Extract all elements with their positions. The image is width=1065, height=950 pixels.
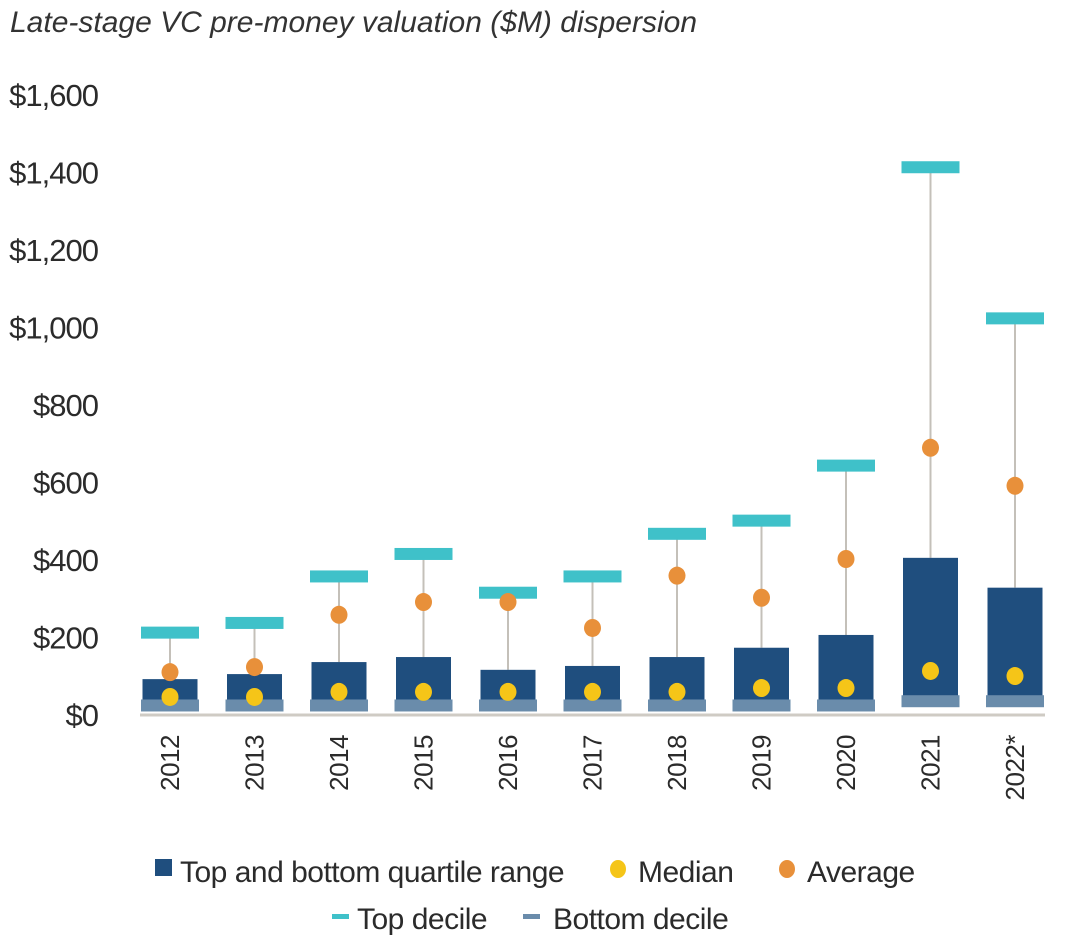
x-tick-label: 2018 bbox=[662, 735, 692, 791]
legend-item-top-decile: Top decile bbox=[332, 903, 488, 936]
bottom-decile-mark bbox=[986, 695, 1044, 708]
top-decile-mark bbox=[563, 570, 622, 583]
average-point bbox=[246, 658, 263, 677]
bottom-decile-mark bbox=[901, 695, 960, 708]
median-point bbox=[584, 682, 601, 701]
top-decile-mark bbox=[310, 570, 368, 583]
x-tick-label: 2019 bbox=[747, 735, 777, 791]
x-tick-label: 2014 bbox=[324, 735, 354, 791]
average-point bbox=[753, 588, 770, 607]
y-tick-label: $400 bbox=[33, 543, 99, 578]
category-group-2022 bbox=[986, 312, 1044, 708]
category-group-2013 bbox=[225, 616, 284, 712]
y-tick-label: $1,200 bbox=[9, 233, 99, 268]
x-tick-label: 2022* bbox=[1000, 735, 1030, 801]
legend-label: Top decile bbox=[357, 903, 487, 936]
bottom-decile-mark bbox=[394, 699, 453, 712]
legend-item-average: Average bbox=[779, 856, 915, 889]
top-decile-mark bbox=[817, 459, 875, 472]
average-point bbox=[330, 605, 348, 624]
median-point bbox=[330, 682, 348, 701]
average-point bbox=[161, 663, 179, 682]
y-tick-label: $0 bbox=[66, 698, 99, 733]
legend-label: Bottom decile bbox=[553, 903, 728, 936]
category-group-2015 bbox=[394, 547, 453, 712]
x-tick-label: 2015 bbox=[409, 735, 439, 791]
legend-label: Average bbox=[807, 856, 915, 889]
bottom-decile-mark bbox=[648, 699, 706, 712]
median-point bbox=[499, 682, 517, 701]
bottom-decile-mark bbox=[817, 699, 875, 712]
top-decile-mark bbox=[479, 586, 537, 599]
x-tick-label: 2013 bbox=[240, 735, 270, 791]
legend-label: Median bbox=[638, 856, 733, 889]
y-tick-label: $1,000 bbox=[9, 311, 99, 346]
median-point bbox=[1006, 667, 1024, 686]
category-group-2019 bbox=[732, 514, 791, 712]
average-point bbox=[922, 438, 939, 457]
median-point bbox=[837, 679, 855, 698]
x-tick-label: 2021 bbox=[916, 735, 946, 791]
category-group-2020 bbox=[817, 459, 875, 712]
average-point bbox=[1006, 476, 1024, 495]
bottom-decile-mark bbox=[563, 699, 622, 712]
top-decile-mark bbox=[225, 616, 284, 629]
legend-swatch-bottom-decile bbox=[523, 914, 540, 919]
top-decile-mark bbox=[394, 547, 453, 560]
x-tick-label: 2016 bbox=[493, 735, 523, 791]
y-tick-label: $1,600 bbox=[9, 78, 99, 113]
category-group-2012 bbox=[141, 626, 199, 712]
y-tick-label: $200 bbox=[33, 621, 99, 656]
legend-item-median: Median bbox=[610, 856, 734, 889]
median-point bbox=[415, 682, 432, 701]
median-point bbox=[668, 682, 686, 701]
legend-swatch-average bbox=[779, 860, 795, 878]
average-point bbox=[837, 550, 855, 568]
y-tick-label: $600 bbox=[33, 466, 99, 501]
category-group-2018 bbox=[648, 527, 706, 712]
median-point bbox=[246, 687, 263, 706]
average-point bbox=[584, 618, 601, 637]
category-group-2021 bbox=[901, 161, 960, 708]
median-point bbox=[922, 661, 939, 680]
chart-title: Late-stage VC pre-money valuation ($M) d… bbox=[10, 6, 697, 39]
x-tick-label: 2012 bbox=[155, 735, 185, 791]
legend-swatch-median bbox=[610, 860, 626, 878]
top-decile-mark bbox=[648, 527, 706, 540]
x-tick-label: 2020 bbox=[831, 735, 861, 791]
x-tick-label: 2017 bbox=[578, 735, 608, 791]
average-point bbox=[499, 593, 517, 612]
legend-swatch-top-decile bbox=[332, 914, 349, 919]
category-group-2017 bbox=[563, 570, 622, 712]
legend-item-quartile-range: Top and bottom quartile range bbox=[155, 856, 565, 889]
legend-label: Top and bottom quartile range bbox=[180, 856, 564, 889]
top-decile-mark bbox=[141, 626, 199, 639]
average-point bbox=[415, 593, 432, 612]
bottom-decile-mark bbox=[310, 699, 368, 712]
legend-swatch-quartile bbox=[155, 859, 172, 876]
y-axis: $0 $200 $400 $600 $800 $1,000 $1,200 $1,400 $1,6… bbox=[9, 78, 100, 733]
median-point bbox=[161, 687, 179, 706]
category-group-2016 bbox=[479, 586, 537, 712]
legend: Top and bottom quartile range Median Ave… bbox=[155, 856, 915, 936]
x-axis: 2012 2013 2014 2015 2016 2017 2018 2019 2020 2021… bbox=[155, 735, 1030, 801]
top-decile-mark bbox=[986, 312, 1044, 325]
y-tick-label: $1,400 bbox=[9, 156, 99, 191]
plot-area bbox=[141, 161, 1044, 712]
median-point bbox=[753, 679, 770, 698]
average-point bbox=[668, 566, 686, 585]
top-decile-mark bbox=[732, 514, 791, 527]
bottom-decile-mark bbox=[479, 699, 537, 712]
legend-item-bottom-decile: Bottom decile bbox=[523, 903, 729, 936]
top-decile-mark bbox=[901, 161, 960, 174]
y-tick-label: $800 bbox=[33, 388, 99, 423]
bottom-decile-mark bbox=[732, 699, 791, 712]
category-group-2014 bbox=[310, 570, 368, 712]
